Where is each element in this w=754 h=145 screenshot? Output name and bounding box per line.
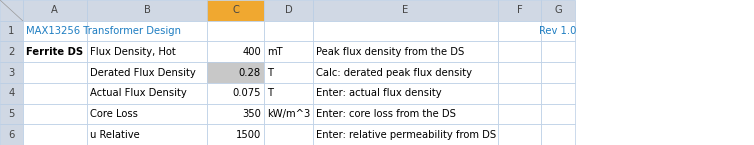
Bar bbox=[23, 62, 87, 83]
Bar bbox=[87, 62, 207, 83]
Bar bbox=[498, 124, 541, 145]
Bar bbox=[313, 124, 498, 145]
Bar bbox=[313, 21, 498, 41]
Bar bbox=[264, 0, 313, 21]
Bar bbox=[541, 124, 575, 145]
Bar bbox=[0, 21, 23, 41]
Text: D: D bbox=[284, 5, 293, 15]
Bar bbox=[23, 83, 87, 104]
Text: u Relative: u Relative bbox=[90, 130, 139, 140]
Bar bbox=[207, 41, 264, 62]
Bar bbox=[541, 104, 575, 124]
Text: MAX13256 Transformer Design: MAX13256 Transformer Design bbox=[26, 26, 181, 36]
Bar bbox=[498, 41, 541, 62]
Bar bbox=[313, 83, 498, 104]
Bar bbox=[313, 0, 498, 21]
Text: Flux Density, Hot: Flux Density, Hot bbox=[90, 47, 176, 57]
Bar bbox=[87, 21, 207, 41]
Bar bbox=[541, 0, 575, 21]
Text: 1500: 1500 bbox=[236, 130, 261, 140]
Bar bbox=[313, 104, 498, 124]
Bar bbox=[207, 21, 264, 41]
Bar bbox=[264, 21, 313, 41]
Text: Enter: relative permeability from DS: Enter: relative permeability from DS bbox=[316, 130, 496, 140]
Bar bbox=[207, 0, 264, 21]
Bar bbox=[498, 83, 541, 104]
Text: 4: 4 bbox=[8, 88, 14, 98]
Text: 0.28: 0.28 bbox=[239, 68, 261, 77]
Text: Actual Flux Density: Actual Flux Density bbox=[90, 88, 186, 98]
Text: T: T bbox=[267, 88, 273, 98]
Bar bbox=[207, 62, 264, 83]
Bar bbox=[0, 83, 23, 104]
Bar bbox=[23, 124, 87, 145]
Bar bbox=[23, 21, 87, 41]
Text: 6: 6 bbox=[8, 130, 14, 140]
Bar bbox=[0, 0, 23, 21]
Bar bbox=[87, 41, 207, 62]
Bar bbox=[264, 41, 313, 62]
Bar bbox=[207, 83, 264, 104]
Bar bbox=[0, 62, 23, 83]
Text: A: A bbox=[51, 5, 58, 15]
Text: 5: 5 bbox=[8, 109, 14, 119]
Bar bbox=[541, 83, 575, 104]
Bar bbox=[264, 83, 313, 104]
Bar bbox=[87, 83, 207, 104]
Text: Derated Flux Density: Derated Flux Density bbox=[90, 68, 195, 77]
Text: T: T bbox=[267, 68, 273, 77]
Bar bbox=[541, 62, 575, 83]
Bar bbox=[498, 104, 541, 124]
Bar bbox=[0, 124, 23, 145]
Bar bbox=[264, 62, 313, 83]
Text: Enter: core loss from the DS: Enter: core loss from the DS bbox=[316, 109, 456, 119]
Text: kW/m^3: kW/m^3 bbox=[267, 109, 310, 119]
Text: 2: 2 bbox=[8, 47, 14, 57]
Text: Rev 1.0: Rev 1.0 bbox=[539, 26, 577, 36]
Bar bbox=[264, 124, 313, 145]
Text: 0.075: 0.075 bbox=[232, 88, 261, 98]
Bar bbox=[313, 41, 498, 62]
Text: B: B bbox=[143, 5, 151, 15]
Bar bbox=[87, 0, 207, 21]
Text: 400: 400 bbox=[242, 47, 261, 57]
Bar bbox=[498, 0, 541, 21]
Text: F: F bbox=[516, 5, 523, 15]
Bar bbox=[207, 104, 264, 124]
Bar bbox=[541, 41, 575, 62]
Bar bbox=[87, 124, 207, 145]
Text: 3: 3 bbox=[8, 68, 14, 77]
Text: 1: 1 bbox=[8, 26, 14, 36]
Bar bbox=[313, 62, 498, 83]
Bar bbox=[23, 0, 87, 21]
Bar bbox=[87, 104, 207, 124]
Text: Calc: derated peak flux density: Calc: derated peak flux density bbox=[316, 68, 472, 77]
Text: 350: 350 bbox=[242, 109, 261, 119]
Text: E: E bbox=[402, 5, 409, 15]
Text: C: C bbox=[232, 5, 239, 15]
Bar bbox=[23, 104, 87, 124]
Bar bbox=[0, 41, 23, 62]
Bar bbox=[0, 104, 23, 124]
Bar bbox=[23, 41, 87, 62]
Bar bbox=[207, 124, 264, 145]
Text: Core Loss: Core Loss bbox=[90, 109, 137, 119]
Bar bbox=[498, 21, 541, 41]
Bar bbox=[541, 21, 575, 41]
Text: G: G bbox=[554, 5, 562, 15]
Text: mT: mT bbox=[267, 47, 283, 57]
Bar bbox=[498, 62, 541, 83]
Text: Ferrite DS: Ferrite DS bbox=[26, 47, 83, 57]
Text: Enter: actual flux density: Enter: actual flux density bbox=[316, 88, 442, 98]
Bar bbox=[264, 104, 313, 124]
Text: Peak flux density from the DS: Peak flux density from the DS bbox=[316, 47, 464, 57]
